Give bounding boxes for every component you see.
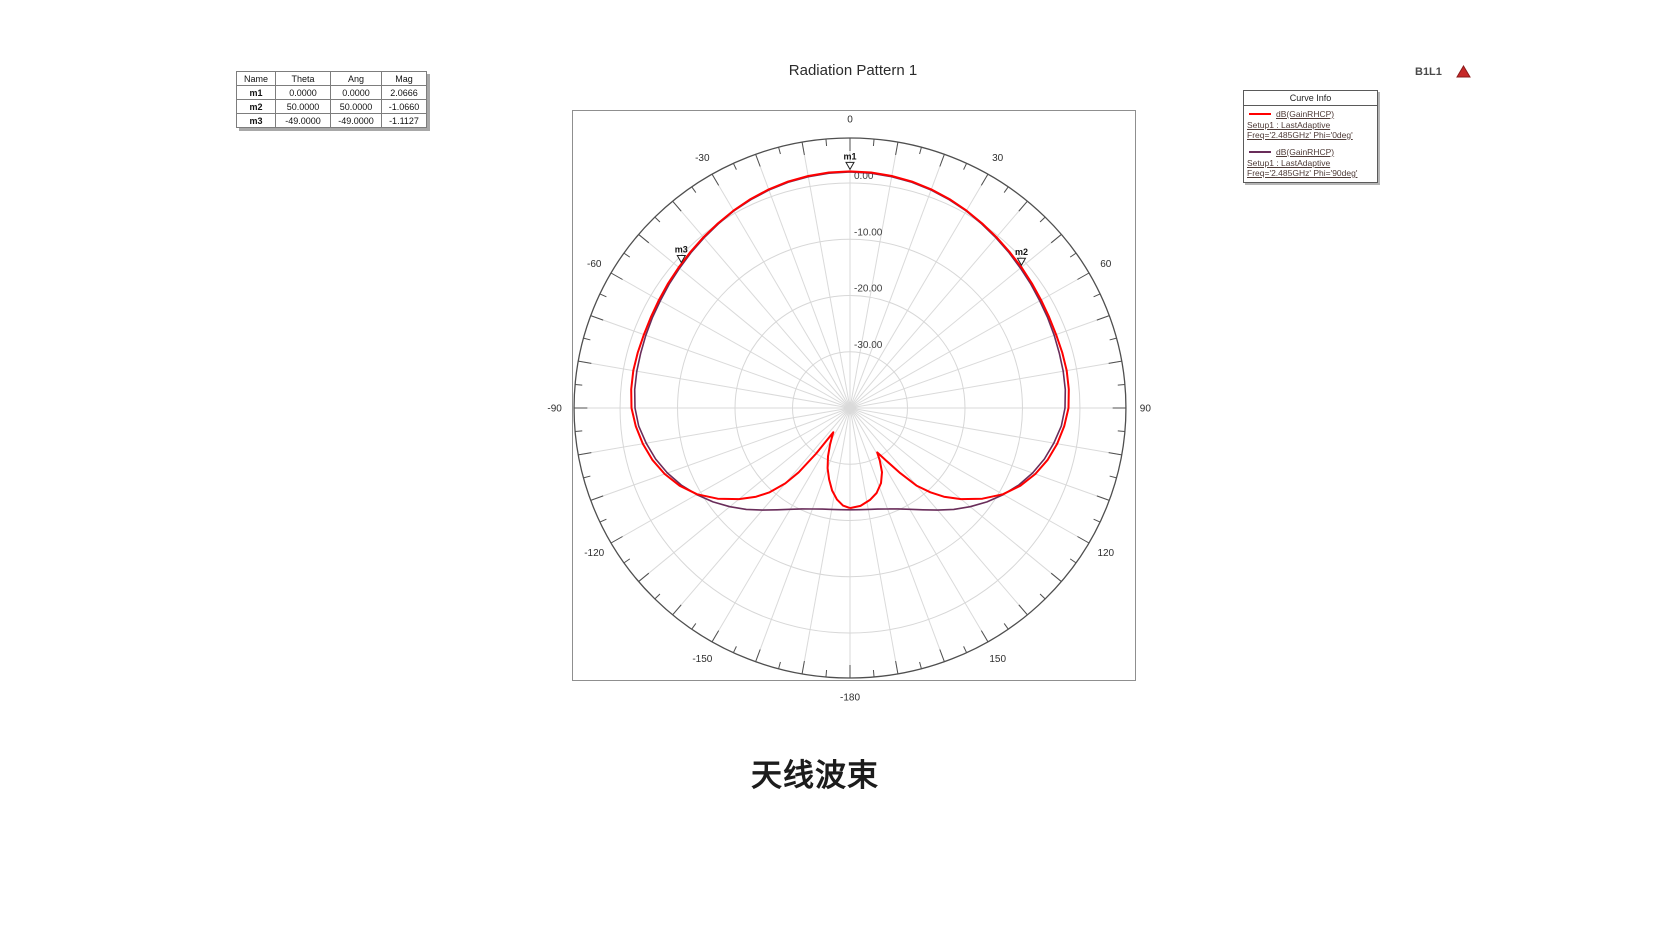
col-mag: Mag: [381, 71, 427, 86]
table-cell: 2.0666: [381, 85, 427, 100]
table-row: m1 0.0000 0.0000 2.0666: [236, 85, 427, 100]
curve-info-legend: Curve Info dB(GainRHCP) Setup1 : LastAdap…: [1243, 90, 1378, 183]
legend-entry: dB(GainRHCP) Setup1 : LastAdaptive Freq='2…: [1244, 106, 1377, 144]
report-tag: B1L1: [1415, 65, 1471, 78]
table-cell: -49.0000: [275, 113, 331, 128]
marker-table-header-row: Name Theta Ang Mag: [236, 71, 427, 86]
table-cell: m3: [236, 113, 276, 128]
angle-label: -180: [840, 693, 860, 704]
legend-swatch: [1249, 113, 1271, 115]
legend-swatch: [1249, 151, 1271, 153]
table-cell: 50.0000: [330, 99, 382, 114]
warning-triangle-icon: [1456, 65, 1471, 78]
table-cell: m1: [236, 85, 276, 100]
legend-entry-detail: Freq='2.485GHz' Phi='0deg': [1247, 130, 1353, 140]
table-cell: -1.1127: [381, 113, 427, 128]
angle-label: -90: [547, 404, 562, 415]
table-row: m3 -49.0000 -49.0000 -1.1127: [236, 113, 427, 128]
plot-frame: [572, 110, 1136, 681]
table-cell: -49.0000: [330, 113, 382, 128]
legend-header: Curve Info: [1244, 91, 1377, 106]
col-theta: Theta: [275, 71, 331, 86]
col-name: Name: [236, 71, 276, 86]
table-cell: 0.0000: [275, 85, 331, 100]
table-cell: -1.0660: [381, 99, 427, 114]
table-cell: 50.0000: [275, 99, 331, 114]
chart-title: Radiation Pattern 1: [788, 62, 918, 79]
report-tag-label: B1L1: [1415, 65, 1442, 78]
legend-entry-detail: Setup1 : LastAdaptive: [1247, 158, 1331, 168]
legend-entry-label: dB(GainRHCP): [1276, 147, 1335, 157]
legend-entry-detail: Setup1 : LastAdaptive: [1247, 120, 1331, 130]
legend-entry-detail: Freq='2.485GHz' Phi='90deg': [1247, 168, 1358, 178]
angle-label: 90: [1140, 404, 1152, 415]
table-row: m2 50.0000 50.0000 -1.0660: [236, 99, 427, 114]
legend-entry: dB(GainRHCP) Setup1 : LastAdaptive Freq='2…: [1244, 144, 1377, 182]
caption: 天线波束: [751, 758, 879, 793]
col-ang: Ang: [330, 71, 382, 86]
table-cell: 0.0000: [330, 85, 382, 100]
table-cell: m2: [236, 99, 276, 114]
marker-table: Name Theta Ang Mag m1 0.0000 0.0000 2.0666 m…: [236, 71, 427, 128]
legend-entry-label: dB(GainRHCP): [1276, 109, 1335, 119]
